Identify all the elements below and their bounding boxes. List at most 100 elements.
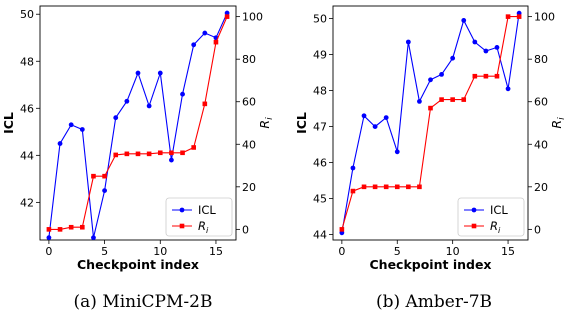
data-point-icl <box>405 39 411 45</box>
data-point-icl <box>394 149 400 155</box>
data-point-icl <box>483 48 489 54</box>
x-tick-label: 15 <box>209 245 223 258</box>
data-point-ri <box>439 97 444 102</box>
y-left-tick-label: 47 <box>313 121 327 134</box>
legend-swatch-marker <box>471 207 477 213</box>
y-right-tick-label: 60 <box>242 96 256 109</box>
data-point-ri <box>57 227 63 232</box>
legend: ICL Ri <box>165 197 233 237</box>
data-point-ri <box>361 184 367 190</box>
y-left-tick-label: 50 <box>20 8 34 21</box>
data-point-ri <box>483 73 489 79</box>
data-point-ri <box>91 173 96 179</box>
data-point-ri <box>68 224 74 230</box>
x-axis-label: Checkpoint index <box>370 257 492 272</box>
legend-label: ICL <box>198 203 216 217</box>
data-point-icl <box>439 72 444 77</box>
data-point-ri <box>383 184 389 190</box>
data-point-ri <box>157 150 163 156</box>
x-tick-label: 0 <box>45 245 52 258</box>
y-left-axis-label: ICL <box>294 112 309 134</box>
data-point-ri <box>472 73 478 79</box>
plot-frame <box>39 5 237 241</box>
data-point-icl <box>450 55 456 61</box>
y-left-axis-label: ICL <box>1 112 16 134</box>
data-point-ri <box>505 14 511 19</box>
y-right-tick-label: 20 <box>534 181 548 194</box>
chart-panel-minicpm: 0 5 10 15 42 44 46 48 50 0 20 40 60 80 100 Checkpoint i… <box>1 5 275 312</box>
data-point-ri <box>350 188 356 194</box>
y-left-tick-label: 46 <box>20 102 34 115</box>
data-point-ri <box>169 150 174 156</box>
data-point-icl <box>191 42 197 48</box>
data-point-ri <box>372 184 378 190</box>
data-point-ri <box>406 184 411 190</box>
y-left-tick-label: 48 <box>313 85 327 98</box>
plot-frame <box>332 5 529 241</box>
data-point-icl <box>68 122 74 128</box>
subfigure-caption: (b) Amber-7B <box>376 292 492 312</box>
data-point-ri <box>191 145 196 150</box>
y-left-tick-label: 44 <box>313 229 327 242</box>
data-point-ri <box>394 184 400 190</box>
data-point-icl <box>505 86 511 92</box>
data-point-icl <box>494 45 500 50</box>
legend-label: Ri <box>198 219 209 235</box>
y-right-tick-label: 60 <box>534 96 548 109</box>
data-point-ri <box>80 224 85 230</box>
legend-label: Ri <box>490 219 501 235</box>
data-point-ri <box>213 39 219 45</box>
data-point-ri <box>461 97 467 102</box>
data-point-icl <box>124 98 130 104</box>
x-tick-label: 10 <box>153 245 167 258</box>
y-right-tick-label: 20 <box>242 181 256 194</box>
data-point-icl <box>417 99 422 104</box>
data-point-icl <box>461 18 467 23</box>
x-tick-label: 0 <box>338 245 345 258</box>
data-point-ri <box>180 150 185 156</box>
y-right-axis-label: Ri <box>257 117 275 129</box>
y-right-tick-label: 0 <box>534 223 541 236</box>
chart-panel-amber: 0 5 10 15 44 45 46 47 48 49 50 0 20 40 60 80 100 Checkpoi… <box>294 5 566 312</box>
data-point-ri <box>516 14 522 19</box>
data-point-ri <box>113 152 119 158</box>
series-line-ri <box>48 16 228 230</box>
y-left-tick-label: 44 <box>20 149 34 162</box>
y-right-tick-label: 80 <box>242 53 256 66</box>
y-right-tick-label: 40 <box>534 138 548 151</box>
y-right-tick-label: 100 <box>242 11 263 24</box>
data-point-ri <box>135 151 141 157</box>
data-point-icl <box>135 70 141 76</box>
data-point-icl <box>157 70 163 76</box>
data-point-icl <box>372 124 378 129</box>
data-point-ri <box>339 227 345 232</box>
y-right-axis-label: Ri <box>549 117 566 129</box>
data-point-icl <box>79 127 85 132</box>
y-left-tick-label: 45 <box>313 193 327 206</box>
data-point-ri <box>494 73 500 79</box>
data-point-icl <box>383 115 389 120</box>
data-point-ri <box>146 151 152 157</box>
y-left-tick-label: 49 <box>313 49 327 62</box>
y-right-tick-label: 40 <box>242 138 256 151</box>
y-right-tick-label: 80 <box>534 53 548 66</box>
x-tick-label: 10 <box>446 245 460 258</box>
legend-label: ICL <box>490 203 508 217</box>
x-tick-label: 5 <box>394 245 401 258</box>
data-point-icl <box>169 157 174 163</box>
subfigure-caption: (a) MiniCPM-2B <box>74 292 213 312</box>
data-point-ri <box>224 14 230 19</box>
data-point-icl <box>46 235 52 241</box>
data-point-icl <box>146 103 152 109</box>
x-axis-label: Checkpoint index <box>77 257 199 272</box>
legend-swatch-marker <box>179 207 185 213</box>
data-point-icl <box>113 115 119 121</box>
data-point-ri <box>202 101 208 107</box>
data-point-icl <box>102 188 107 194</box>
legend: ICL Ri <box>457 197 525 237</box>
data-point-ri <box>417 184 422 190</box>
y-left-tick-label: 48 <box>20 55 34 68</box>
x-tick-label: 15 <box>501 245 515 258</box>
x-tick-label: 5 <box>101 245 108 258</box>
